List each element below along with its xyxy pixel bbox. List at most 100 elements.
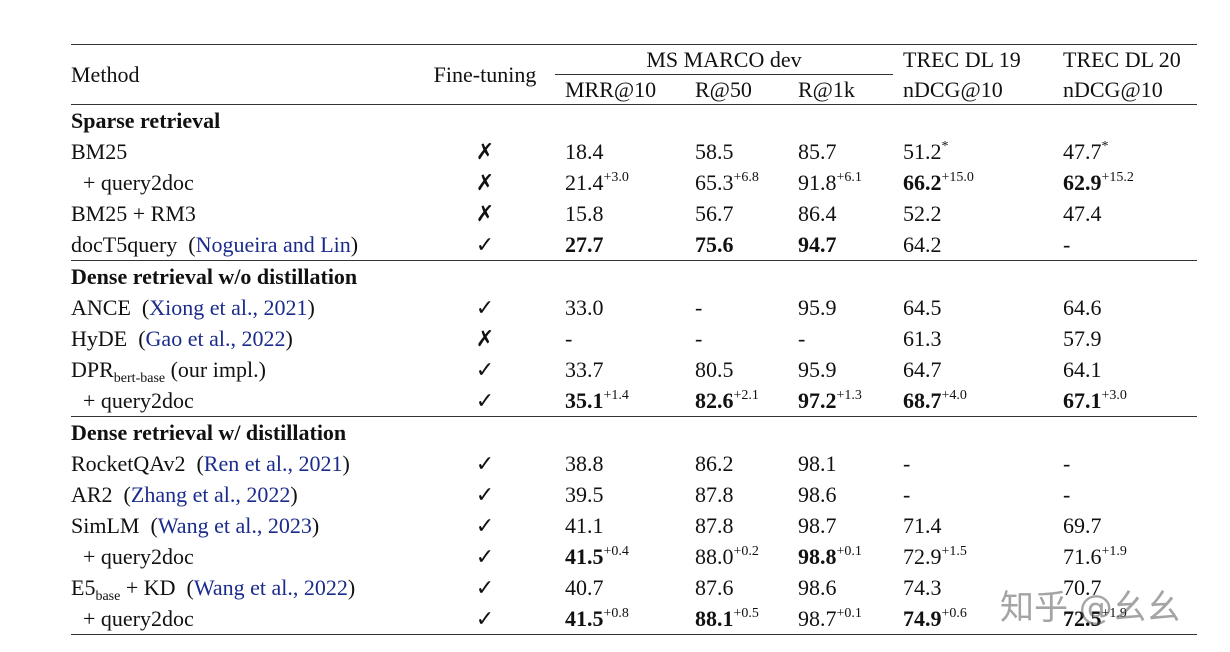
value-cell: 98.7 [788, 510, 893, 541]
value-cell: 64.2 [893, 229, 1053, 261]
value: 58.5 [695, 139, 734, 164]
value-cell: 88.1+0.5 [685, 603, 788, 635]
value: 88.1 [695, 606, 734, 631]
value: 95.9 [798, 295, 837, 320]
value: 52.2 [903, 201, 942, 226]
value-cell: 51.2* [893, 136, 1053, 167]
value: 40.7 [565, 575, 604, 600]
value-cell: 98.1 [788, 448, 893, 479]
value-cell: 64.7 [893, 354, 1053, 385]
value-cell: 95.9 [788, 354, 893, 385]
value: 72.5 [1063, 606, 1102, 631]
value-cell: - [555, 323, 685, 354]
value-cell: 67.1+3.0 [1053, 385, 1197, 417]
value: - [903, 482, 911, 507]
method-cell: AR2 (Zhang et al., 2022) [71, 479, 415, 510]
value: 87.8 [695, 482, 734, 507]
value: 70.7 [1063, 575, 1102, 600]
delta: +1.9 [1101, 606, 1127, 621]
value-cell: 64.6 [1053, 292, 1197, 323]
value-cell: 21.4+3.0 [555, 167, 685, 198]
method-text: SimLM ( [71, 513, 158, 538]
value: 64.7 [903, 357, 942, 382]
method-cell: + query2doc [71, 603, 415, 635]
section-title: Dense retrieval w/ distillation [71, 416, 1197, 448]
data-row: AR2 (Zhang et al., 2022) ✓ 39.5 87.8 98.6 - - [71, 479, 1197, 510]
value: 64.5 [903, 295, 942, 320]
value-cell: 27.7 [555, 229, 685, 261]
value-cell: 97.2+1.3 [788, 385, 893, 417]
method-text: ) [307, 295, 315, 320]
value-cell: 70.7 [1053, 572, 1197, 603]
header-trec19: TREC DL 19 [903, 47, 1021, 73]
value-cell: 47.4 [1053, 198, 1197, 229]
header-trec20: TREC DL 20 [1063, 47, 1181, 73]
value-cell: 18.4 [555, 136, 685, 167]
delta: +0.1 [836, 544, 862, 559]
value: - [695, 326, 703, 351]
value-cell: 69.7 [1053, 510, 1197, 541]
value-cell: 33.7 [555, 354, 685, 385]
value: 95.9 [798, 357, 837, 382]
method-text: ) [350, 232, 359, 257]
value: 91.8 [798, 170, 837, 195]
value: 98.8 [798, 544, 837, 569]
value-cell: 64.5 [893, 292, 1053, 323]
method-text: ) [285, 326, 293, 351]
header-metric: R@50 [695, 77, 752, 102]
value-cell: 87.8 [685, 479, 788, 510]
value-cell: 40.7 [555, 572, 685, 603]
method-text: RocketQAv2 ( [71, 451, 204, 476]
citation: Gao et al., 2022 [145, 326, 286, 351]
value: 27.7 [565, 232, 604, 257]
value-cell: 62.9+15.2 [1053, 167, 1197, 198]
delta: +15.0 [941, 170, 974, 185]
value: 41.5 [565, 606, 604, 631]
value: 87.6 [695, 575, 734, 600]
value-cell: 88.0+0.2 [685, 541, 788, 572]
value: 56.7 [695, 201, 734, 226]
finetuning-mark: ✓ [475, 232, 495, 257]
value-cell: 66.2+15.0 [893, 167, 1053, 198]
value-cell: 91.8+6.1 [788, 167, 893, 198]
value: 64.6 [1063, 295, 1102, 320]
value: 66.2 [903, 170, 942, 195]
finetuning-mark: ✗ [475, 201, 495, 226]
value-cell: 75.6 [685, 229, 788, 261]
value-cell: 87.8 [685, 510, 788, 541]
results-table: Method Fine-tuning MS MARCO dev TREC DL … [71, 44, 1197, 635]
data-row: HyDE (Gao et al., 2022) ✗ - - - 61.3 57.9 [71, 323, 1197, 354]
value-cell: 80.5 [685, 354, 788, 385]
value-cell: 39.5 [555, 479, 685, 510]
value: 64.2 [903, 232, 942, 257]
value-cell: 33.0 [555, 292, 685, 323]
value: 75.6 [695, 232, 734, 257]
data-row: BM25 + RM3 ✗ 15.8 56.7 86.4 52.2 47.4 [71, 198, 1197, 229]
citation: Wang et al., 2022 [193, 575, 348, 600]
value-cell: 98.7+0.1 [788, 603, 893, 635]
value-cell: 41.1 [555, 510, 685, 541]
value: 98.6 [798, 575, 837, 600]
value: - [1063, 482, 1071, 507]
section-title: Dense retrieval w/o distillation [71, 260, 1197, 292]
value: - [565, 326, 573, 351]
value-cell: - [893, 479, 1053, 510]
data-row: + query2doc ✓ 41.5+0.4 88.0+0.2 98.8+0.1 72.9… [71, 541, 1197, 572]
method-text: BM25 + RM3 [71, 201, 196, 226]
value: 21.4 [565, 170, 604, 195]
value-cell: 85.7 [788, 136, 893, 167]
value-cell: 82.6+2.1 [685, 385, 788, 417]
method-text: + query2doc [83, 544, 194, 569]
delta: +15.2 [1101, 170, 1134, 185]
value-cell: 64.1 [1053, 354, 1197, 385]
value: 82.6 [695, 388, 734, 413]
delta: +1.9 [1101, 544, 1127, 559]
method-text: (our impl.) [165, 357, 266, 382]
finetuning-mark: ✗ [475, 139, 495, 164]
method-text: ) [347, 575, 356, 600]
value: 80.5 [695, 357, 734, 382]
value-cell: 74.9+0.6 [893, 603, 1053, 635]
value: 88.0 [695, 544, 734, 569]
value: - [903, 451, 911, 476]
method-text: + query2doc [83, 388, 194, 413]
